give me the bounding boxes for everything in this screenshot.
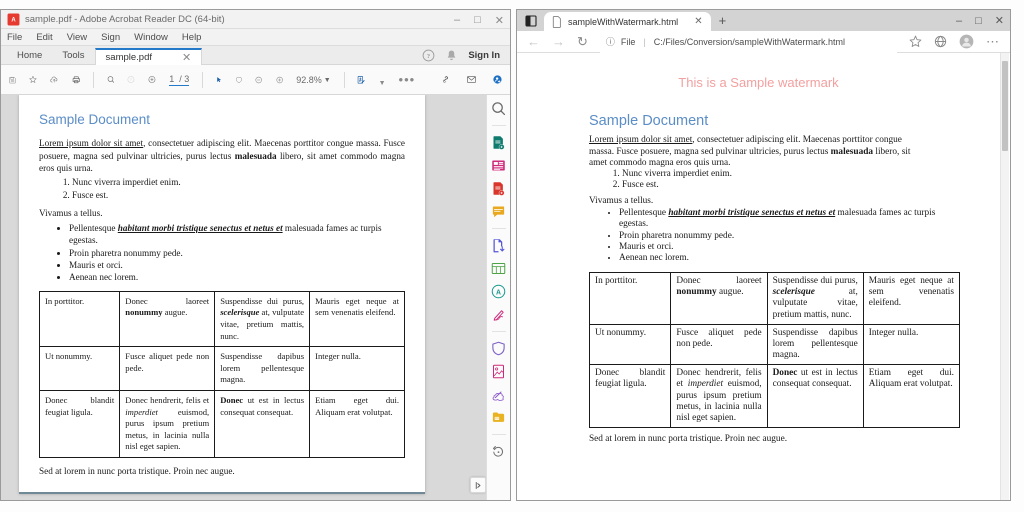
svg-text:?: ? — [427, 53, 430, 60]
svg-text:A: A — [496, 289, 501, 296]
svg-text:?: ? — [131, 78, 133, 82]
svg-text:A: A — [11, 17, 16, 23]
